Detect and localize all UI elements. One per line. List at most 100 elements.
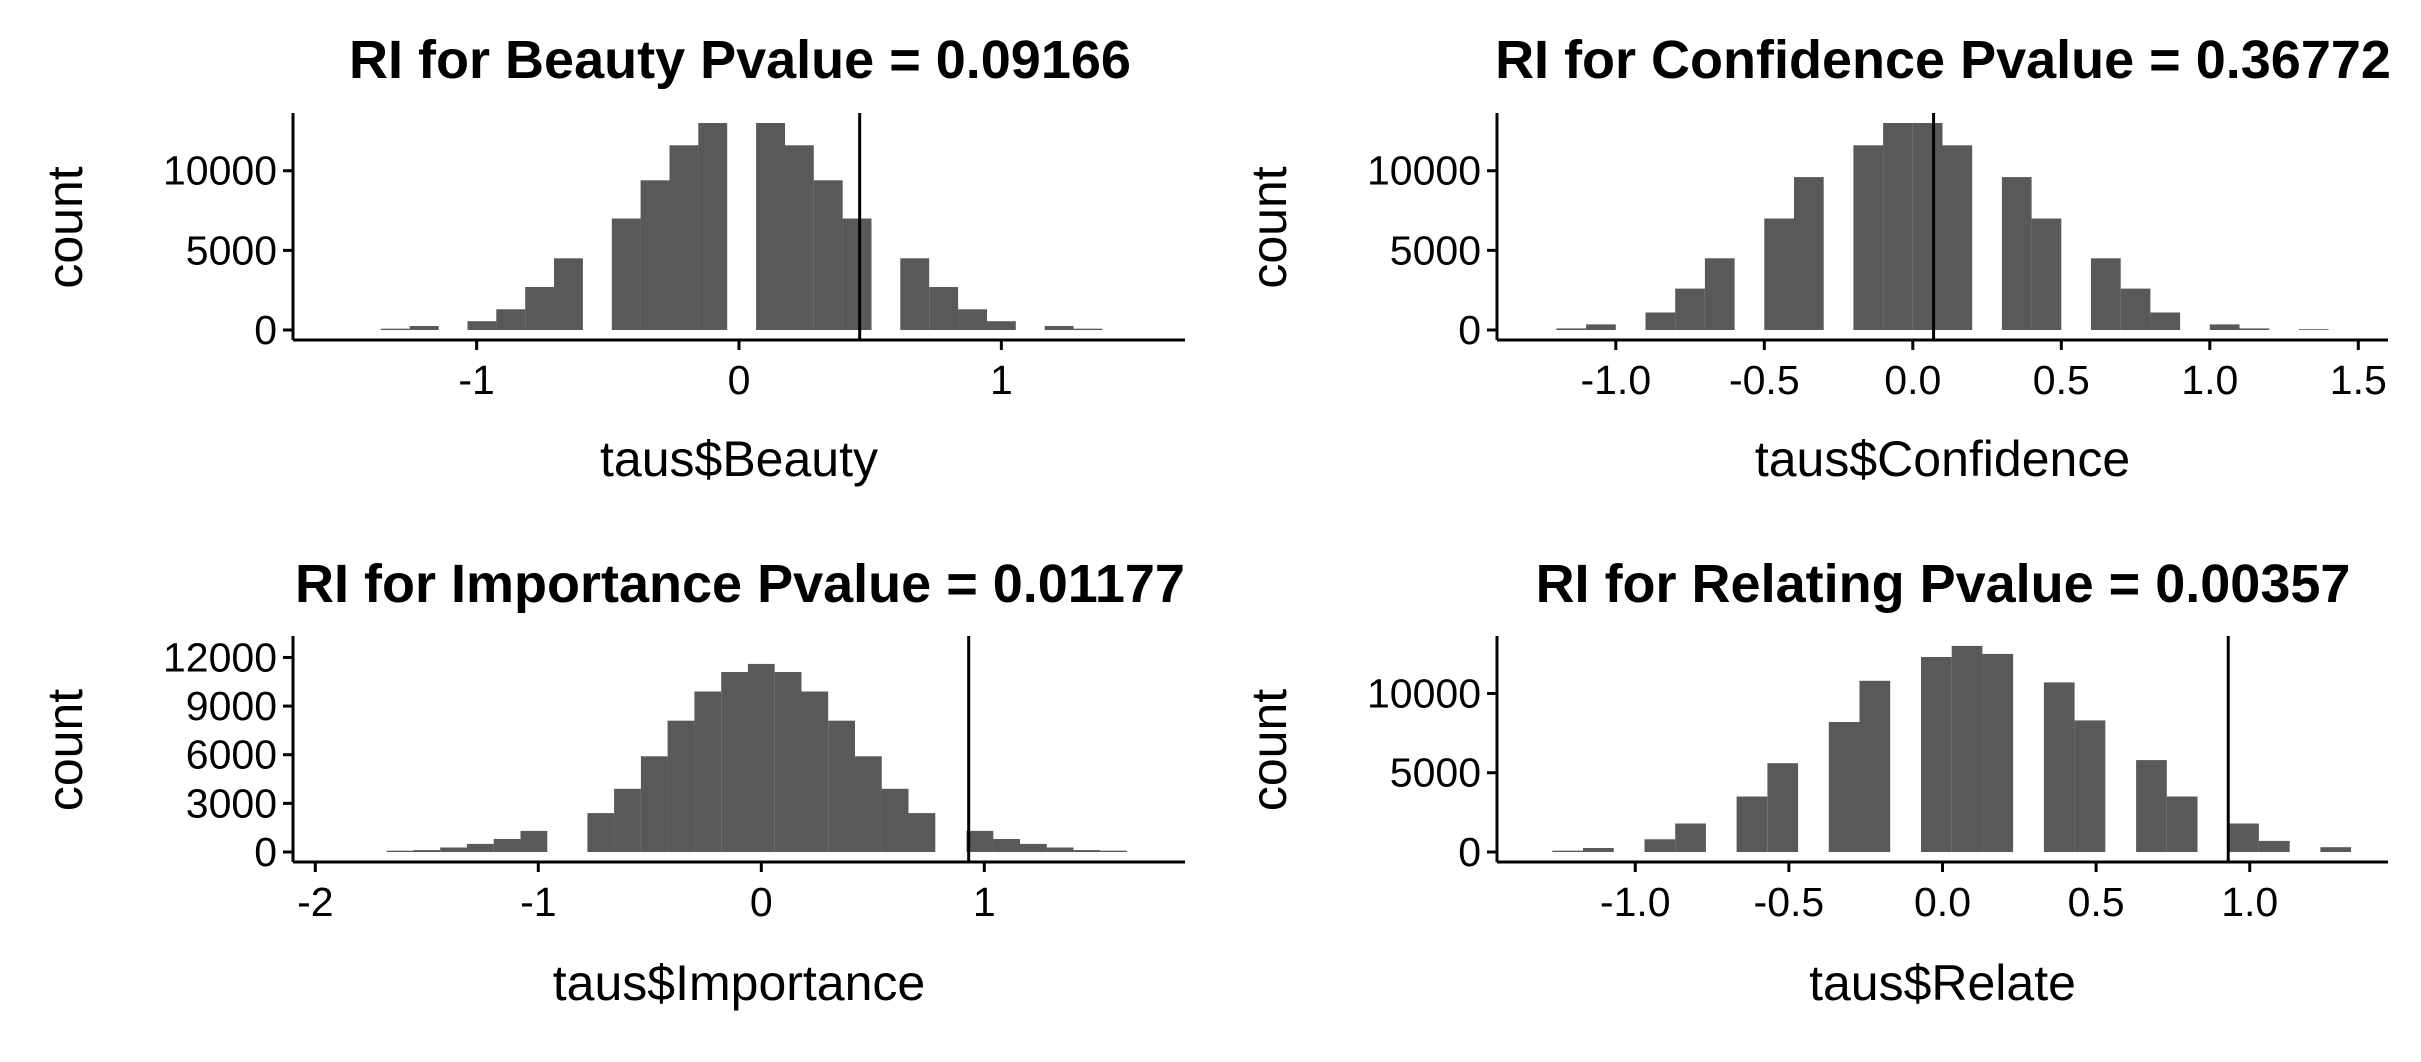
x-tick-label: 0.5 <box>2033 357 2090 403</box>
y-axis-label: count <box>1241 689 1297 811</box>
x-tick-label: 1 <box>973 879 996 925</box>
histogram-bar <box>2120 288 2151 330</box>
x-axis-label: taus$Relate <box>1809 955 2076 1011</box>
y-axis-label: count <box>37 166 93 288</box>
histogram-bar <box>2239 328 2270 330</box>
histogram-bar <box>1736 796 1768 852</box>
y-tick-label: 3000 <box>186 780 277 826</box>
histogram-bar <box>958 309 987 330</box>
chart-title: RI for Relating Pvalue = 0.00357 <box>1536 554 2351 614</box>
histogram-bar <box>1942 145 1973 330</box>
histogram-bar <box>2091 258 2121 330</box>
histogram-bar <box>2166 796 2198 852</box>
x-tick-label: 1.0 <box>2181 357 2238 403</box>
y-tick-label: 0 <box>254 829 277 875</box>
y-tick-label: 10000 <box>163 148 277 194</box>
histogram-bar <box>520 830 548 852</box>
histogram-bar <box>2074 720 2106 852</box>
x-tick-label: 1.5 <box>2330 357 2387 403</box>
x-tick-label: 1.0 <box>2221 879 2278 925</box>
y-tick-label: 0 <box>1458 307 1481 353</box>
histogram-bar <box>1583 848 1614 852</box>
histogram-bar <box>640 180 670 330</box>
histogram-bar <box>2228 823 2259 852</box>
chart-title: RI for Importance Pvalue = 0.01177 <box>295 554 1185 614</box>
histogram-bar <box>1675 823 1706 852</box>
histogram-bar <box>1853 145 1884 330</box>
x-tick-label: -1.0 <box>1600 879 1671 925</box>
x-tick-label: 0.0 <box>1914 879 1971 925</box>
histogram-bar <box>1100 850 1128 852</box>
histogram-bar <box>2209 324 2240 330</box>
histogram-bar <box>2001 177 2032 330</box>
histogram-bar <box>756 123 785 330</box>
histogram-bar <box>669 145 699 330</box>
x-tick-label: 0 <box>750 879 773 925</box>
histogram-bar <box>409 326 439 330</box>
y-tick-label: 5000 <box>186 227 277 273</box>
histogram-bar <box>2150 312 2181 330</box>
histogram-bar <box>698 123 728 330</box>
x-tick-label: -1 <box>458 357 494 403</box>
histogram-bar <box>1982 653 2014 852</box>
histogram-bar <box>667 720 695 852</box>
histogram-bar <box>554 258 583 330</box>
histogram-bar <box>611 218 641 330</box>
histogram-panel: 0 5000 10000 -1.0 -0.5 0.0 0.5 1.0 1.5 RI for Con… <box>1241 30 2391 487</box>
x-tick-label: 0 <box>728 357 751 403</box>
histogram-bar <box>1556 328 1587 330</box>
histogram-bar <box>2298 329 2329 330</box>
histogram-bar <box>2043 682 2075 852</box>
histogram-bar <box>1828 722 1860 852</box>
x-axis-label: taus$Beauty <box>600 431 878 487</box>
histogram-bar <box>813 180 843 330</box>
histogram-bar <box>467 321 497 330</box>
histogram-bar <box>587 813 615 852</box>
x-axis-label: taus$Confidence <box>1755 431 2130 487</box>
histogram-bar <box>881 788 909 852</box>
histogram-bar <box>828 720 855 852</box>
chart-title: RI for Confidence Pvalue = 0.36772 <box>1495 30 2391 90</box>
histogram-panel: 0 5000 10000 -1 0 1 RI for Beauty Pvalue = 0.0… <box>37 30 1185 487</box>
histogram-bar <box>1644 839 1676 852</box>
x-axis-label: taus$Importance <box>553 955 925 1011</box>
histogram-bar <box>1586 324 1616 330</box>
x-tick-label: 0.0 <box>1884 357 1941 403</box>
histogram-bar <box>380 328 410 330</box>
histogram-bar <box>1859 680 1891 852</box>
histogram-bar <box>2031 218 2062 330</box>
y-axis-label: count <box>37 689 93 811</box>
y-tick-label: 6000 <box>186 732 277 778</box>
histogram-bar <box>2259 840 2290 852</box>
histogram-bar <box>2320 847 2352 852</box>
histogram-bar <box>1921 657 1952 852</box>
y-tick-label: 0 <box>1458 829 1481 875</box>
histogram-bar <box>801 691 829 852</box>
y-tick-label: 10000 <box>1367 670 1481 716</box>
histogram-bar <box>525 287 555 330</box>
histogram-bar <box>784 145 814 330</box>
x-tick-label: -2 <box>297 879 333 925</box>
histogram-bar <box>842 218 872 330</box>
histogram-bar <box>2136 760 2167 852</box>
histogram-bar <box>986 321 1016 330</box>
histogram-bar <box>929 287 959 330</box>
histogram-bar <box>855 756 882 852</box>
histogram-bar <box>1704 258 1735 330</box>
y-tick-label: 9000 <box>186 683 277 729</box>
x-tick-label: -1.0 <box>1580 357 1651 403</box>
histogram-bar <box>1912 123 1943 330</box>
histogram-bar <box>1552 850 1583 852</box>
histogram-bar <box>1645 312 1676 330</box>
histogram-bar <box>640 756 668 852</box>
x-tick-label: 0.5 <box>2068 879 2125 925</box>
histogram-bar <box>993 839 1020 852</box>
histogram-bar <box>1020 843 1047 852</box>
histogram-bar <box>1073 850 1101 852</box>
histogram-bar <box>614 788 641 852</box>
histogram-bar <box>721 672 748 852</box>
y-tick-label: 0 <box>254 307 277 353</box>
histogram-bar <box>1073 328 1103 330</box>
